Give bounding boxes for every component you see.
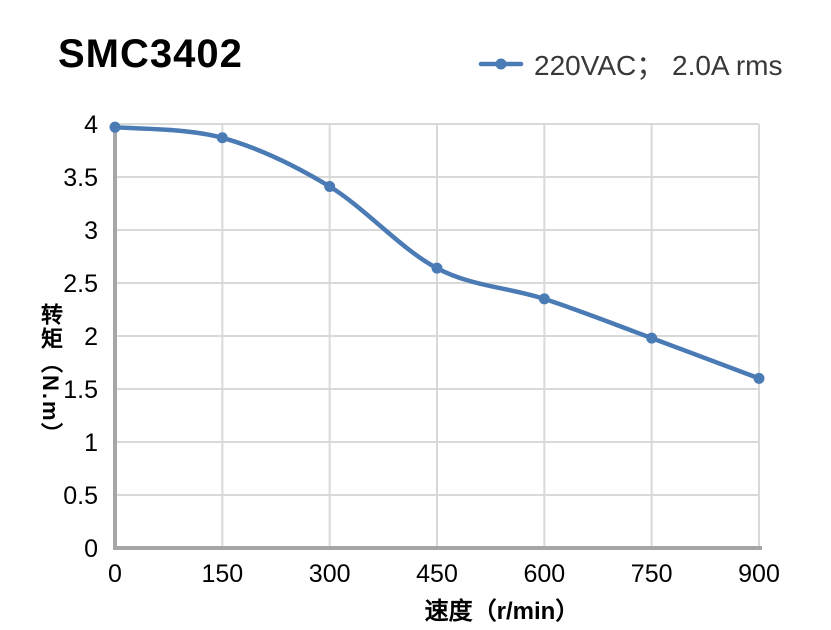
legend-label: 220VAC； 2.0A rms [534,50,783,81]
y-tick-label: 2 [84,323,98,351]
y-tick-label: 1.5 [63,376,98,404]
y-axis-title: 转矩（N.m） [38,303,63,447]
y-tick-label: 0.5 [63,482,98,510]
x-tick-label: 750 [631,560,673,588]
x-tick-label: 450 [416,560,458,588]
y-tick-label: 1 [84,429,98,457]
chart-title: SMC3402 [58,32,243,76]
data-point-marker [216,132,228,144]
x-tick-label: 600 [523,560,565,588]
y-tick-label: 2.5 [63,270,98,298]
y-tick-label: 3.5 [63,164,98,192]
y-tick-label: 4 [84,111,98,139]
data-point-marker [538,293,550,305]
data-point-marker [753,372,765,384]
x-tick-label: 900 [738,560,780,588]
data-point-marker [109,121,121,133]
x-tick-label: 150 [201,560,243,588]
data-point-marker [324,181,336,193]
data-point-marker [431,262,443,274]
x-axis-title: 速度（r/min） [424,598,580,625]
x-tick-label: 300 [309,560,351,588]
legend: 220VAC； 2.0A rms [478,44,782,84]
y-tick-label: 0 [84,535,98,563]
legend-line-marker-icon [478,58,524,70]
legend-dot [495,58,507,70]
y-tick-label: 3 [84,217,98,245]
data-point-marker [646,332,658,344]
x-tick-label: 0 [108,560,122,588]
